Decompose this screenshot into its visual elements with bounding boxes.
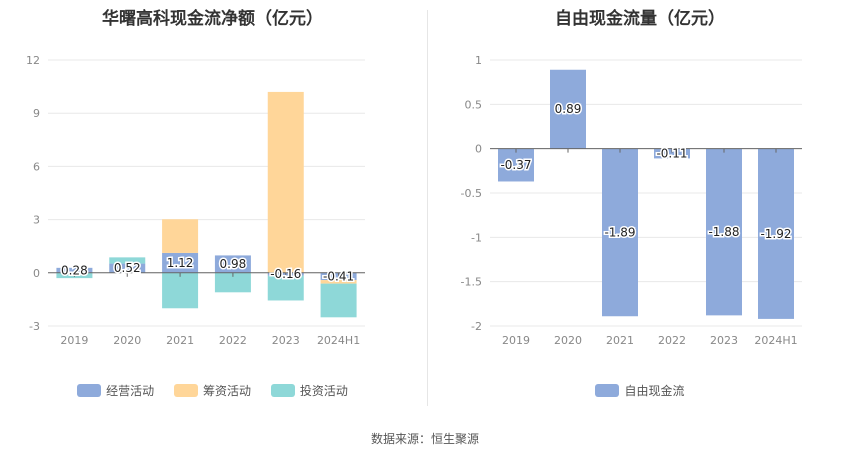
y-tick-label: -0.5 <box>461 187 482 200</box>
cash-flow-net-chart: 华曙高科现金流净额（亿元） 12 9 6 3 0 -3 2019 2020 2021 2022 20… <box>0 0 425 420</box>
x-tick-label: 2021 <box>166 334 194 347</box>
bar-free-cash-flow <box>706 148 742 316</box>
bar-operating <box>214 255 251 273</box>
legend-item-financing[interactable]: 筹资活动 <box>173 382 251 399</box>
bar-free-cash-flow <box>550 69 586 149</box>
data-label: 0.52 <box>114 261 141 275</box>
data-label: -0.37 <box>500 158 531 172</box>
legend-label: 经营活动 <box>106 384 155 398</box>
legend: 经营活动 筹资活动 投资活动 <box>0 382 425 399</box>
bar-financing <box>320 280 357 284</box>
bar-financing <box>267 91 304 273</box>
x-tick-label: 2019 <box>502 334 530 347</box>
data-label: -1.92 <box>760 227 791 241</box>
y-tick-label: 1 <box>475 54 482 67</box>
legend-label: 筹资活动 <box>202 384 251 398</box>
bar-operating <box>56 267 93 273</box>
panel-divider <box>427 10 428 406</box>
data-label: -1.89 <box>604 225 635 239</box>
data-label: -1.88 <box>708 225 739 239</box>
x-tick-label: 2020 <box>554 334 582 347</box>
legend-swatch <box>77 384 102 397</box>
y-tick-label: 3 <box>33 214 40 227</box>
y-tick-label: 0 <box>33 267 40 280</box>
legend-item-investing[interactable]: 投资活动 <box>270 382 348 399</box>
bar-investing <box>109 257 146 264</box>
y-tick-label: 0.5 <box>465 98 483 111</box>
x-tick-label: 2022 <box>219 334 247 347</box>
bar-operating <box>109 263 146 273</box>
x-tick-label: 2019 <box>60 334 88 347</box>
chart-title: 华曙高科现金流净额（亿元） <box>102 9 323 29</box>
free-cash-flow-chart: 自由现金流量（亿元） 1 0.5 0 -0.5 -1 -1.5 -2 2019 2020 2021… <box>430 0 850 420</box>
x-tick-label: 2021 <box>606 334 634 347</box>
bar-financing <box>162 219 199 253</box>
y-tick-label: 6 <box>33 160 40 173</box>
data-label: -0.41 <box>323 269 354 283</box>
data-label: 0.28 <box>61 263 88 277</box>
bar-investing <box>162 272 199 309</box>
legend-swatch <box>270 384 295 397</box>
x-tick-label: 2023 <box>710 334 738 347</box>
y-tick-label: -1.5 <box>461 276 482 289</box>
x-tick-label: 2020 <box>113 334 141 347</box>
bar-investing <box>320 283 357 318</box>
y-tick-label: -2 <box>471 320 482 333</box>
free-cash-flow-plot: 1 0.5 0 -0.5 -1 -1.5 -2 2019 2020 2021 2022 2023 202… <box>461 54 802 347</box>
legend-item-free-cash-flow[interactable]: 自由现金流 <box>595 382 685 399</box>
bar-investing <box>267 275 304 301</box>
bar-free-cash-flow <box>498 148 534 182</box>
x-tick-label: 2023 <box>272 334 300 347</box>
x-tick-label: 2022 <box>658 334 686 347</box>
data-label: 1.12 <box>167 256 194 270</box>
x-tick-label: 2024H1 <box>754 334 797 347</box>
cash-flow-net-plot: 12 9 6 3 0 -3 2019 2020 2021 2022 2023 2024H1 0.28 0.… <box>26 54 365 347</box>
legend-label: 自由现金流 <box>624 384 685 398</box>
data-source: 数据来源：恒生聚源 <box>370 432 479 446</box>
legend-swatch <box>173 384 198 397</box>
bar-free-cash-flow <box>758 148 794 319</box>
bar-investing <box>214 272 251 293</box>
bar-operating <box>162 252 199 273</box>
y-tick-label: 9 <box>33 107 40 120</box>
data-label: -0.16 <box>270 267 301 281</box>
y-tick-label: -3 <box>29 320 40 333</box>
y-tick-label: 12 <box>26 54 40 67</box>
y-tick-label: 0 <box>475 143 482 156</box>
data-label: -0.11 <box>656 147 687 161</box>
legend-item-operating[interactable]: 经营活动 <box>77 382 154 399</box>
data-label: 0.89 <box>555 102 582 116</box>
bar-free-cash-flow <box>602 148 638 317</box>
legend-label: 投资活动 <box>299 384 348 398</box>
legend: 自由现金流 <box>430 382 850 399</box>
legend-swatch <box>595 384 620 397</box>
bar-free-cash-flow <box>654 148 690 159</box>
x-tick-label: 2024H1 <box>317 334 360 347</box>
y-tick-label: -1 <box>471 231 482 244</box>
data-label: 0.98 <box>220 257 247 271</box>
chart-title: 自由现金流量（亿元） <box>555 9 725 29</box>
